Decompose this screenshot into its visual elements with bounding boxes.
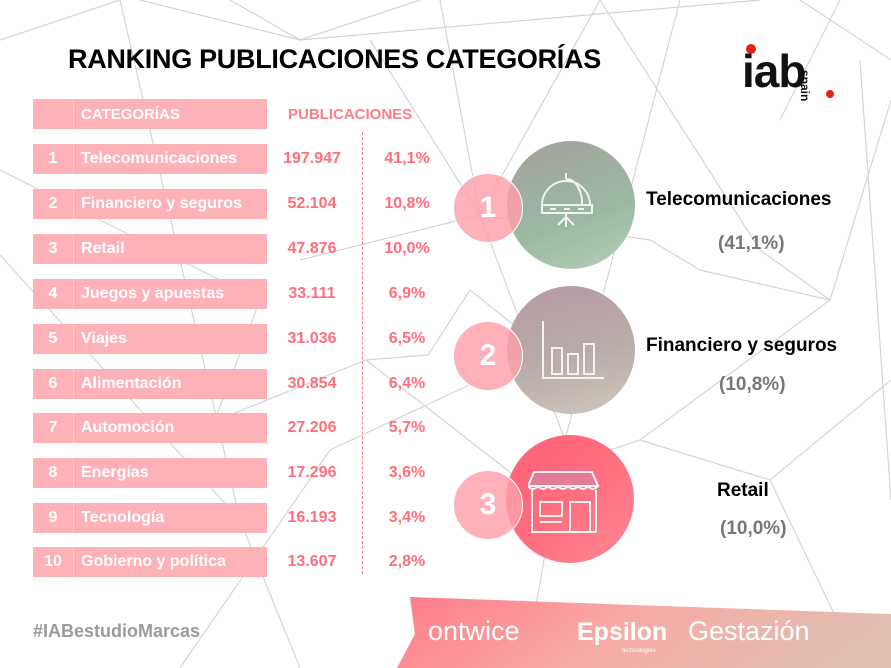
- table-row: 1 Telecomunicaciones: [33, 144, 267, 174]
- divider: [73, 144, 74, 174]
- publications-value: 31.036: [287, 330, 337, 347]
- publications-value: 13.607: [287, 553, 337, 570]
- rank-number: 3: [48, 240, 58, 257]
- publications-header: PUBLICACIONES: [288, 106, 413, 123]
- percent-value: 10,0%: [384, 240, 430, 257]
- category-name: Energías: [81, 464, 149, 481]
- top-category-percent: (10,8%): [719, 374, 786, 395]
- publications-value: 197.947: [283, 150, 341, 167]
- logo-dot-2: [826, 90, 834, 98]
- divider: [73, 369, 74, 399]
- divider: [73, 99, 74, 129]
- category-name: Alimentación: [81, 375, 182, 392]
- top-category-label: Telecomunicaciones: [646, 189, 832, 210]
- divider: [73, 503, 74, 533]
- column-divider: [362, 132, 363, 574]
- divider: [73, 189, 74, 219]
- percent-value: 6,9%: [388, 285, 426, 302]
- publications-value: 27.206: [287, 419, 337, 436]
- category-name: Retail: [81, 240, 125, 257]
- rank-number: 1: [48, 150, 58, 167]
- percent-value: 3,4%: [388, 509, 426, 526]
- table-row: 6 Alimentación: [33, 369, 267, 399]
- table-row: 8 Energías: [33, 458, 267, 488]
- top-category-percent: (41,1%): [718, 233, 785, 254]
- rank-number: 5: [48, 330, 58, 347]
- percent-value: 2,8%: [388, 553, 426, 570]
- category-name: Automoción: [81, 419, 175, 436]
- bar-chart-icon: [542, 321, 604, 379]
- percent-value: 6,4%: [388, 375, 426, 392]
- table-row: 9 Tecnología: [33, 503, 267, 533]
- publications-value: 52.104: [287, 195, 337, 212]
- table-row: 7 Automoción: [33, 413, 267, 443]
- rank-number: 9: [48, 509, 58, 526]
- category-name: Viajes: [81, 330, 127, 347]
- publications-value: 33.111: [288, 285, 336, 302]
- divider: [73, 324, 74, 354]
- top-category-label: Financiero y seguros: [646, 335, 838, 356]
- rank-number: 2: [48, 195, 58, 212]
- rank-number: 8: [48, 464, 58, 481]
- category-circle: [506, 435, 634, 563]
- top-category-label: Retail: [717, 480, 769, 501]
- table-row: 2 Financiero y seguros: [33, 189, 267, 219]
- iab-spain-logo: iab spain: [742, 40, 842, 102]
- sponsor-ontwice: ontwice: [428, 616, 520, 646]
- rank-badge: 1: [453, 173, 523, 243]
- table-row: 5 Viajes: [33, 324, 267, 354]
- divider: [73, 458, 74, 488]
- percent-value: 3,6%: [388, 464, 426, 481]
- divider: [73, 413, 74, 443]
- table-row: 3 Retail: [33, 234, 267, 264]
- rank-number: 6: [48, 375, 58, 392]
- rank-number: 10: [44, 553, 62, 570]
- sponsor-gestazion: Gestazión: [688, 616, 810, 646]
- category-name: Tecnología: [81, 509, 165, 526]
- satellite-dish-icon: [541, 173, 593, 227]
- rank-badge: 2: [453, 321, 523, 391]
- publications-value: 47.876: [287, 240, 337, 257]
- divider: [73, 234, 74, 264]
- logo-main-text: iab: [742, 45, 806, 97]
- table-row: 10 Gobierno y política: [33, 547, 267, 577]
- divider: [73, 547, 74, 577]
- category-name: Telecomunicaciones: [81, 150, 238, 167]
- rank-number: 7: [48, 419, 58, 436]
- percent-value: 5,7%: [388, 419, 426, 436]
- rank-number: 4: [48, 285, 58, 302]
- table-row: 4 Juegos y apuestas: [33, 279, 267, 309]
- top-category-percent: (10,0%): [720, 518, 787, 539]
- sponsor-epsilon-sub: technologies: [622, 648, 656, 654]
- divider: [73, 279, 74, 309]
- category-header-bar: CATEGORÍAS: [33, 99, 267, 129]
- percent-value: 6,5%: [388, 330, 426, 347]
- hashtag: #IABestudioMarcas: [33, 621, 201, 641]
- page-title: RANKING PUBLICACIONES CATEGORÍAS: [68, 44, 601, 74]
- percent-value: 41,1%: [384, 150, 430, 167]
- publications-value: 16.193: [287, 509, 337, 526]
- publications-value: 17.296: [287, 464, 337, 481]
- publications-value: 30.854: [287, 375, 337, 392]
- percent-value: 10,8%: [384, 195, 430, 212]
- category-name: Financiero y seguros: [81, 195, 242, 212]
- logo-dot: [746, 44, 756, 54]
- category-name: Juegos y apuestas: [81, 285, 225, 302]
- storefront-icon: [528, 471, 600, 533]
- category-header: CATEGORÍAS: [81, 106, 180, 123]
- rank-badge: 3: [453, 470, 523, 540]
- category-name: Gobierno y política: [81, 553, 226, 570]
- category-circle: [507, 286, 635, 414]
- sponsor-epsilon: Epsilon: [577, 618, 668, 646]
